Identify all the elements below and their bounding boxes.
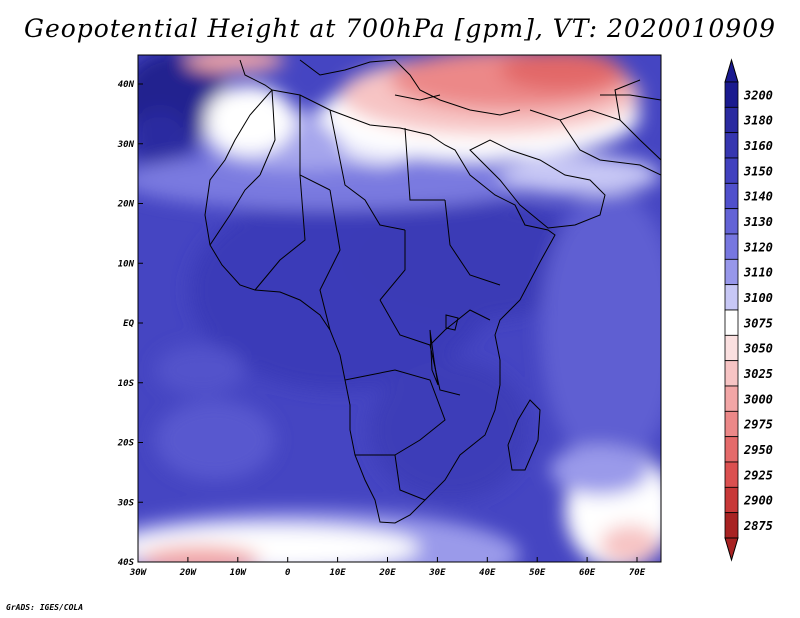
colorbar-label: 3025 <box>743 367 773 381</box>
colorbar-swatch <box>724 309 739 336</box>
lon-tick-label: 20W <box>179 568 198 578</box>
lon-tick-label: 0 <box>285 568 291 578</box>
colorbar-top-arrow <box>724 58 739 83</box>
lon-tick-label: 10E <box>329 568 346 578</box>
colorbar-swatch <box>724 334 739 362</box>
map-title: Geopotential Height at 700hPa [gpm], VT:… <box>23 14 777 43</box>
colorbar-swatch <box>724 284 739 311</box>
colorbar-label: 3150 <box>743 164 773 178</box>
colorbar-label: 3120 <box>743 240 773 254</box>
lon-tick-label: 50E <box>529 568 546 578</box>
colorbar-label: 2950 <box>743 443 773 457</box>
colorbar-label: 3200 <box>743 88 773 102</box>
colorbar-swatch <box>724 410 739 438</box>
lat-tick-label: 20S <box>117 439 135 449</box>
colorbar-swatch <box>724 360 739 387</box>
colorbar-swatch <box>724 208 739 235</box>
lon-tick-label: 20E <box>378 568 396 578</box>
colorbar-swatch <box>724 233 739 260</box>
lat-tick-label: 30N <box>117 140 135 150</box>
colorbar-label: 2925 <box>743 468 773 482</box>
lat-tick-label: 10N <box>118 259 135 269</box>
colorbar-label: 3130 <box>743 215 773 229</box>
colorbar-swatch <box>724 157 739 184</box>
colorbar: 3200 3180 3160 3150 3140 3130 3120 3110 3100 3075… <box>724 58 773 562</box>
colorbar-label: 3100 <box>743 291 773 305</box>
lat-tick-label: 40N <box>118 80 135 90</box>
grads-credit: GrADS: IGES/COLA <box>6 603 84 612</box>
lat-tick-label: 20N <box>117 200 135 210</box>
colorbar-label: 2875 <box>743 519 773 533</box>
colorbar-swatch <box>724 385 739 412</box>
lon-tick-label: 30E <box>428 568 446 578</box>
lat-tick-label: 10S <box>118 379 135 389</box>
colorbar-label: 2975 <box>743 418 773 432</box>
lat-tick-label: 40S <box>118 558 135 568</box>
colorbar-swatch <box>724 258 739 286</box>
colorbar-label: 3050 <box>743 342 773 356</box>
lat-tick-label: 30S <box>117 498 135 508</box>
lat-tick-label: EQ <box>123 319 134 329</box>
colorbar-swatch <box>724 436 739 463</box>
colorbar-swatch <box>724 182 739 210</box>
colorbar-swatch <box>724 132 739 159</box>
colorbar-label: 3000 <box>743 392 773 406</box>
plot-frame <box>137 54 662 563</box>
colorbar-label: 3180 <box>743 114 773 128</box>
colorbar-swatch <box>724 486 739 514</box>
colorbar-label: 3140 <box>743 190 773 204</box>
lon-tick-label: 10W <box>230 568 248 578</box>
lon-tick-label: 30W <box>129 568 148 578</box>
height-field <box>138 55 661 562</box>
colorbar-bottom-arrow <box>724 537 739 562</box>
colorbar-swatch <box>724 81 739 108</box>
colorbar-swatch <box>724 461 739 488</box>
lon-tick-label: 60E <box>579 568 596 578</box>
colorbar-label: 3075 <box>743 316 773 330</box>
colorbar-label: 3160 <box>743 139 773 153</box>
lon-tick-label: 70E <box>629 568 646 578</box>
colorbar-swatch <box>724 512 739 539</box>
lon-tick-label: 40E <box>479 568 496 578</box>
colorbar-swatch <box>724 106 739 134</box>
colorbar-label: 3110 <box>743 266 773 280</box>
latitude-axis: 40N 30N 20N 10N EQ 10S 20S 30S 40S <box>117 80 143 568</box>
colorbar-label: 2900 <box>743 494 773 508</box>
coastlines <box>204 59 661 524</box>
longitude-axis: 30W 20W 10W 0 10E 20E 30E 40E 50E 60E 70E <box>129 557 646 578</box>
